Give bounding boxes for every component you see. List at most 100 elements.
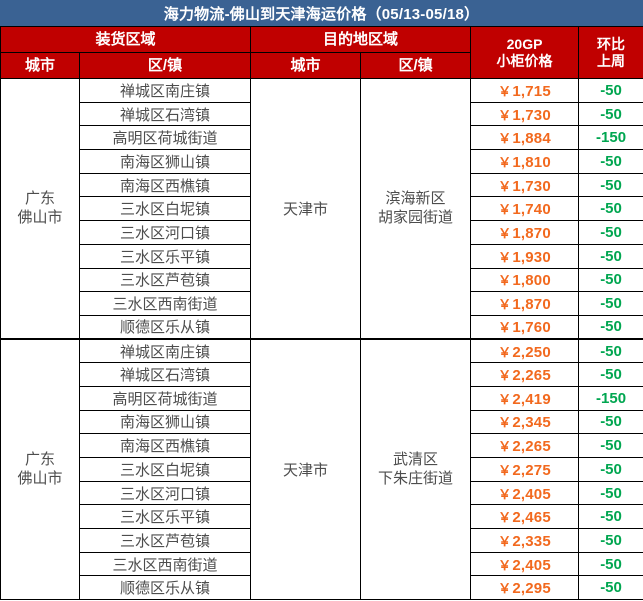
header-sub-city-loading: 城市 (0, 52, 80, 79)
price-cell: ￥2,465 (470, 504, 580, 530)
destination-city-cell: 天津市 (250, 338, 362, 601)
header-group-row: 装货区域 目的地区域 20GP 小柜价格 环比 上周 (0, 26, 643, 79)
delta-cell: -50 (578, 149, 643, 174)
price-value: 2,265 (512, 367, 551, 385)
price-value: 2,295 (512, 580, 551, 598)
price-cell: ￥1,715 (470, 78, 580, 103)
delta-cell: -50 (578, 457, 643, 482)
delta-cell: -50 (578, 78, 643, 103)
price-value: 1,740 (512, 201, 551, 219)
origin-district-cell: 三水区河口镇 (78, 480, 252, 506)
price-cell: ￥1,740 (470, 196, 580, 222)
origin-district-cell: 高明区荷城街道 (78, 385, 252, 411)
shipping-price-table: 装货区域 目的地区域 20GP 小柜价格 环比 上周 城市 区/镇 城市 区/镇… (0, 26, 643, 601)
price-value: 1,930 (512, 248, 551, 266)
table-row: 三水区乐平镇 ￥2,465 -50 (1, 504, 643, 530)
currency-symbol: ￥ (498, 486, 512, 502)
delta-cell: -50 (578, 409, 643, 435)
currency-symbol: ￥ (498, 202, 512, 218)
origin-district-cell: 南海区西樵镇 (78, 172, 252, 198)
origin-district-cell: 三水区河口镇 (78, 220, 252, 245)
header-group-destination: 目的地区域 (250, 26, 472, 53)
delta-cell: -50 (578, 101, 643, 127)
currency-symbol: ￥ (498, 297, 512, 313)
price-value: 1,730 (512, 177, 551, 195)
destination-district-line1: 滨海新区 (385, 190, 446, 208)
delta-cell: -150 (578, 385, 643, 411)
price-value: 1,715 (512, 82, 551, 100)
destination-district-line1: 武清区 (393, 451, 439, 469)
header-sub-district-dest: 区/镇 (360, 52, 472, 79)
header-col-delta-line2: 上周 (597, 52, 626, 69)
currency-symbol: ￥ (498, 439, 512, 455)
price-value: 2,275 (512, 461, 551, 479)
delta-cell: -50 (578, 480, 643, 506)
price-value: 1,870 (512, 224, 551, 242)
table-row: 三水区河口镇 ￥2,405 -50 (1, 480, 643, 506)
header-sub-district-loading: 区/镇 (78, 52, 252, 79)
price-cell: ￥2,275 (470, 457, 580, 482)
origin-district-cell: 三水区芦苞镇 (78, 267, 252, 293)
delta-cell: -50 (578, 267, 643, 293)
table-row: 三水区芦苞镇 ￥2,335 -50 (1, 528, 643, 553)
origin-city-line1: 广东 (24, 451, 55, 469)
origin-district-cell: 南海区西樵镇 (78, 433, 252, 458)
page-title: 海力物流-佛山到天津海运价格（05/13-05/18） (0, 0, 643, 26)
price-cell: ￥2,250 (470, 338, 580, 364)
delta-cell: -50 (578, 433, 643, 458)
price-value: 2,345 (512, 414, 551, 432)
currency-symbol: ￥ (498, 533, 512, 549)
price-cell: ￥2,405 (470, 551, 580, 577)
price-cell: ￥1,760 (470, 314, 580, 340)
table-row: 高明区荷城街道 ￥2,419 -150 (1, 385, 643, 411)
origin-district-cell: 禅城区石湾镇 (78, 101, 252, 127)
price-cell: ￥2,265 (470, 433, 580, 458)
currency-symbol: ￥ (498, 415, 512, 431)
header-col-delta: 环比 上周 (578, 26, 643, 79)
origin-district-cell: 禅城区南庄镇 (78, 338, 252, 364)
price-cell: ￥2,295 (470, 575, 580, 601)
price-cell: ￥2,265 (470, 362, 580, 387)
currency-symbol: ￥ (498, 320, 512, 336)
price-value: 2,405 (512, 485, 551, 503)
price-value: 1,870 (512, 296, 551, 314)
price-value: 1,760 (512, 319, 551, 337)
header-col-20gp-line2: 小柜价格 (496, 52, 553, 69)
origin-district-cell: 顺德区乐从镇 (78, 314, 252, 340)
table-header: 装货区域 目的地区域 20GP 小柜价格 环比 上周 城市 区/镇 城市 区/镇 (0, 26, 643, 79)
origin-district-cell: 三水区白坭镇 (78, 457, 252, 482)
price-cell: ￥1,810 (470, 149, 580, 174)
currency-symbol: ￥ (498, 178, 512, 194)
delta-cell: -50 (578, 504, 643, 530)
price-value: 1,730 (512, 106, 551, 124)
price-cell: ￥2,345 (470, 409, 580, 435)
page-title-text: 海力物流-佛山到天津海运价格（05/13-05/18） (163, 5, 480, 23)
currency-symbol: ￥ (498, 344, 512, 360)
header-sub-city-dest: 城市 (250, 52, 362, 79)
destination-district-line2: 下朱庄街道 (378, 469, 454, 487)
price-value: 1,810 (512, 153, 551, 171)
table-row: 南海区狮山镇 ￥1,810 -50 (1, 149, 643, 174)
origin-district-cell: 禅城区南庄镇 (78, 78, 252, 103)
table-row: 南海区西樵镇 ￥2,265 -50 (1, 433, 643, 458)
origin-district-cell: 三水区西南街道 (78, 551, 252, 577)
delta-cell: -50 (578, 362, 643, 387)
delta-cell: -50 (578, 172, 643, 198)
delta-cell: -50 (578, 338, 643, 364)
destination-city-cell: 天津市 (250, 78, 362, 340)
origin-district-cell: 三水区白坭镇 (78, 196, 252, 222)
origin-district-cell: 高明区荷城街道 (78, 125, 252, 151)
table-body: 广东 佛山市 禅城区南庄镇 天津市 滨海新区 胡家园街道 ￥1,715 -50 禅城区石湾镇 ￥1… (0, 78, 643, 601)
currency-symbol: ￥ (498, 391, 512, 407)
currency-symbol: ￥ (498, 131, 512, 147)
price-cell: ￥1,870 (470, 220, 580, 245)
header-col-20gp-line1: 20GP (506, 35, 543, 52)
origin-district-cell: 南海区狮山镇 (78, 149, 252, 174)
origin-city-cell: 广东 佛山市 (0, 338, 80, 601)
currency-symbol: ￥ (498, 249, 512, 265)
delta-cell: -150 (578, 125, 643, 151)
price-cell: ￥2,335 (470, 528, 580, 553)
currency-symbol: ￥ (498, 557, 512, 573)
origin-city-cell: 广东 佛山市 (0, 78, 80, 340)
